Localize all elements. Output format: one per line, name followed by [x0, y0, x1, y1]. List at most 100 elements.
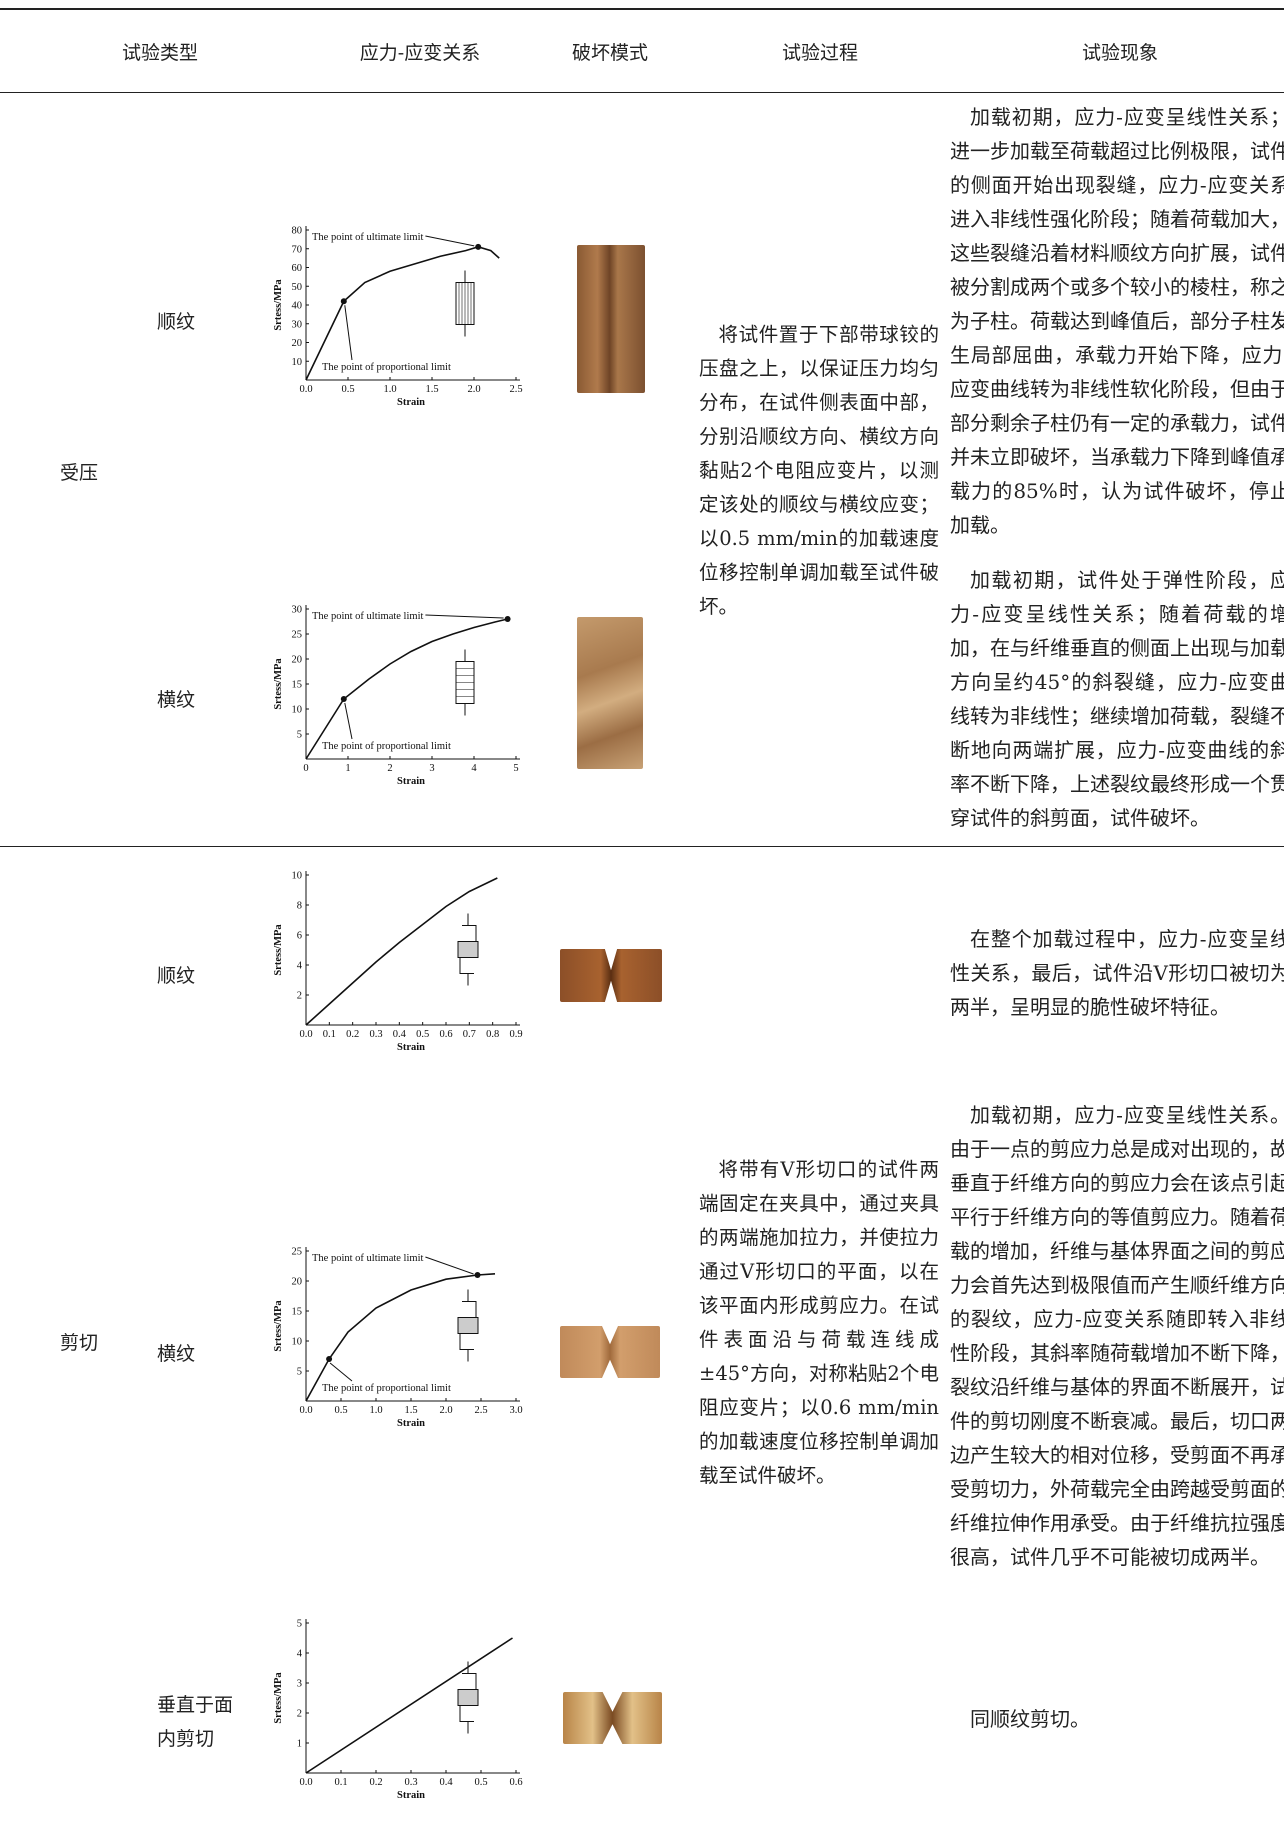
header-rule: [0, 92, 1284, 93]
header-cell: 应力-应变关系: [320, 38, 520, 65]
annotation: The point of proportional limit: [322, 1383, 451, 1394]
y-tick-label: 80: [292, 226, 303, 237]
x-tick-label: 3.0: [509, 1405, 522, 1416]
annotation-arrow: [425, 236, 474, 246]
x-tick-label: 0.8: [486, 1029, 499, 1040]
y-tick-label: 15: [292, 680, 303, 691]
x-tick-label: 0.5: [416, 1029, 429, 1040]
x-axis-label: Strain: [397, 776, 425, 787]
y-tick-label: 15: [292, 1307, 303, 1318]
y-tick-label: 10: [292, 357, 303, 368]
annotation-arrow: [330, 1363, 352, 1381]
annotation: The point of ultimate limit: [312, 232, 423, 243]
y-tick-label: 30: [292, 319, 303, 330]
stress-strain-chart: 01234551015202530StrainSrtess/MPaThe poi…: [266, 597, 536, 802]
phenomenon-cell: 加载初期，试件处于弹性阶段，应力-应变呈线性关系；随着荷载的增加，在与纤维垂直的…: [950, 563, 1284, 835]
y-tick-label: 20: [292, 655, 303, 666]
y-tick-label: 3: [297, 1679, 302, 1690]
x-tick-label: 1.5: [425, 384, 438, 395]
y-tick-label: 40: [292, 301, 303, 312]
page: 试验类型 应力-应变关系 破坏模式 试验过程 试验现象 受压 剪切 顺纹 横纹 …: [0, 0, 1284, 1827]
test-process: 将试件置于下部带球铰的压盘之上，以保证压力均匀分布，在试件侧表面中部，分别沿顺纹…: [699, 318, 939, 624]
top-rule: [0, 8, 1284, 10]
phenomenon-cell: 同顺纹剪切。: [950, 1702, 1284, 1736]
stress-strain-curve: [306, 619, 508, 759]
x-tick-label: 1: [345, 763, 350, 774]
x-tick-label: 0.2: [346, 1029, 359, 1040]
y-tick-label: 25: [292, 630, 303, 641]
y-tick-label: 25: [292, 1247, 303, 1258]
y-axis-label: Srtess/MPa: [273, 1672, 284, 1724]
y-tick-label: 70: [292, 244, 303, 255]
annotation-arrow: [345, 703, 352, 739]
x-tick-label: 1.0: [383, 384, 396, 395]
annotation: The point of ultimate limit: [312, 1253, 423, 1264]
x-tick-label: 0.6: [439, 1029, 452, 1040]
x-axis-label: Strain: [397, 1418, 425, 1429]
y-tick-label: 2: [297, 1709, 302, 1720]
x-tick-label: 2.5: [509, 384, 522, 395]
test-phenomenon: 加载初期，试件处于弹性阶段，应力-应变呈线性关系；随着荷载的增加，在与纤维垂直的…: [950, 563, 1284, 835]
specimen-photo: [577, 617, 643, 769]
annotation: The point of ultimate limit: [312, 611, 423, 622]
x-tick-label: 0.6: [509, 1777, 522, 1788]
annotation: The point of proportional limit: [322, 741, 451, 752]
limit-point: [341, 696, 347, 702]
annotation-arrow: [425, 615, 503, 618]
y-tick-label: 60: [292, 263, 303, 274]
x-axis-label: Strain: [397, 397, 425, 408]
y-tick-label: 5: [297, 1367, 302, 1378]
specimen-glyph: [458, 1318, 478, 1334]
y-tick-label: 4: [297, 1649, 303, 1660]
specimen-photo: [577, 245, 645, 393]
test-phenomenon: 加载初期，应力-应变呈线性关系；进一步加载至荷载超过比例极限，试件的侧面开始出现…: [950, 100, 1284, 542]
annotation-arrow: [425, 1257, 473, 1274]
limit-point: [505, 616, 511, 622]
y-tick-label: 2: [297, 991, 302, 1002]
header-cell: 试验现象: [1000, 38, 1240, 65]
x-tick-label: 1.5: [404, 1405, 417, 1416]
y-axis-label: Srtess/MPa: [273, 1300, 284, 1352]
x-tick-label: 2: [387, 763, 392, 774]
x-tick-label: 0.3: [404, 1777, 417, 1788]
x-tick-label: 0.1: [323, 1029, 336, 1040]
x-tick-label: 0.9: [509, 1029, 522, 1040]
test-type: 受压: [60, 458, 98, 485]
stress-strain-curve: [306, 1274, 495, 1401]
header-cell: 破坏模式: [550, 38, 670, 65]
phenomenon-cell: 加载初期，应力-应变呈线性关系；进一步加载至荷载超过比例极限，试件的侧面开始出现…: [950, 100, 1284, 542]
specimen-photo: [560, 1326, 660, 1378]
x-tick-label: 0: [303, 763, 308, 774]
y-tick-label: 8: [297, 901, 302, 912]
x-tick-label: 0.3: [369, 1029, 382, 1040]
x-axis-label: Strain: [397, 1042, 425, 1053]
limit-point: [326, 1356, 332, 1362]
test-type: 剪切: [60, 1328, 98, 1355]
subtype: 顺纹: [157, 961, 195, 988]
annotation-arrow: [345, 305, 352, 360]
x-tick-label: 0.5: [341, 384, 354, 395]
y-axis-label: Srtess/MPa: [273, 924, 284, 976]
phenomenon-cell: 加载初期，应力-应变呈线性关系。由于一点的剪应力总是成对出现的，故垂直于纤维方向…: [950, 1098, 1284, 1574]
x-tick-label: 2.0: [467, 384, 480, 395]
x-tick-label: 0.0: [299, 1777, 312, 1788]
y-tick-label: 30: [292, 605, 303, 616]
y-axis-label: Srtess/MPa: [273, 279, 284, 331]
y-axis-label: Srtess/MPa: [273, 658, 284, 710]
x-axis-label: Strain: [397, 1790, 425, 1801]
test-process: 将带有V形切口的试件两端固定在夹具中，通过夹具的两端施加拉力，并使拉力通过V形切…: [699, 1153, 939, 1493]
y-tick-label: 10: [292, 1337, 303, 1348]
y-tick-label: 20: [292, 1277, 303, 1288]
x-tick-label: 0.1: [334, 1777, 347, 1788]
test-phenomenon: 同顺纹剪切。: [950, 1702, 1284, 1736]
x-tick-label: 3: [429, 763, 434, 774]
x-tick-label: 1.0: [369, 1405, 382, 1416]
limit-point: [475, 244, 481, 250]
x-tick-label: 0.5: [334, 1405, 347, 1416]
specimen-photo: [560, 949, 662, 1002]
specimen-glyph: [458, 1690, 478, 1706]
x-tick-label: 0.0: [299, 1405, 312, 1416]
limit-point: [475, 1272, 481, 1278]
